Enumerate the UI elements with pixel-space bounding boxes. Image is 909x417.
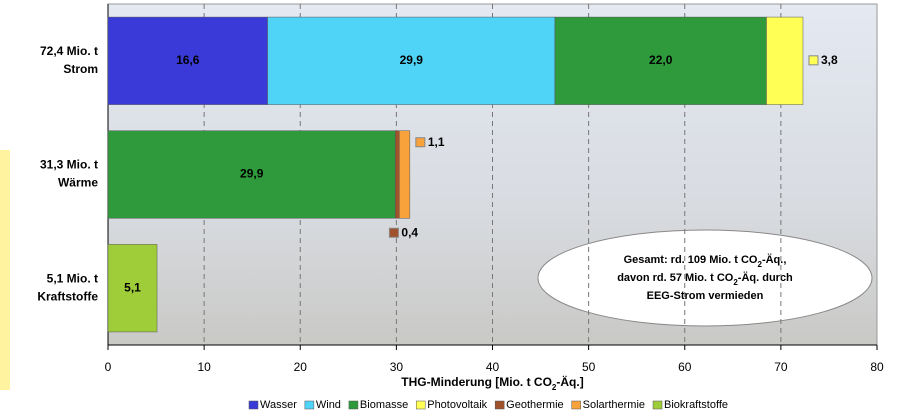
x-tick-label: 0 (105, 360, 112, 374)
y-tick-label: Wärme (58, 176, 98, 190)
legend: Wasser Wind Biomasse Photovoltaik Geothermie… (248, 399, 728, 411)
y-tick-label: Strom (63, 62, 98, 76)
text-part: THG-Minderung [Mio. t CO (401, 375, 552, 389)
category-total: 5,1 Mio. t (47, 271, 98, 285)
y-tick-label: Kraftstoffe (37, 289, 98, 303)
value-label: 3,8 (821, 53, 838, 67)
bar-segment (107, 130, 396, 219)
value-label: 22,0 (649, 53, 673, 67)
x-tick-label: 60 (678, 360, 692, 374)
bar-segment (395, 130, 400, 219)
text-part: EEG-Strom vermieden (647, 290, 764, 302)
label-key (415, 137, 426, 148)
legend-swatch (571, 400, 581, 410)
bar-segment (554, 16, 767, 105)
value-label: 0,4 (401, 225, 418, 239)
value-label: 1,1 (428, 135, 445, 149)
bar-segment (766, 16, 804, 105)
annotation-line: Gesamt: rd. 109 Mio. t CO2-Äq., (624, 253, 787, 269)
category-total: 31,3 Mio. t (40, 158, 98, 172)
value-label: 5,1 (124, 280, 141, 294)
annotation-line: davon rd. 57 Mio. t CO2-Äq. durch (617, 271, 793, 287)
text-part: 2 (552, 383, 557, 392)
text-part: 2 (733, 278, 738, 287)
value-label: 29,9 (400, 53, 424, 67)
legend-label: Wasser (260, 399, 297, 411)
legend-label: Biomasse (360, 399, 408, 411)
annotation-line: EEG-Strom vermieden (647, 290, 764, 302)
x-tick-label: 80 (870, 360, 884, 374)
legend-label: Biokraftstoffe (664, 399, 728, 411)
bar-segment (107, 16, 268, 105)
legend-swatch (348, 400, 359, 410)
x-axis-title: THG-Minderung [Mio. t CO2-Äq.] (401, 374, 583, 391)
legend-swatch (304, 400, 315, 410)
side-strip (0, 150, 10, 390)
bar-segment (399, 130, 411, 219)
category-total: 72,4 Mio. t (40, 44, 98, 58)
x-tick-label: 40 (486, 360, 500, 374)
x-tick-label: 70 (774, 360, 788, 374)
text-part: davon rd. 57 Mio. t CO (617, 272, 734, 284)
legend-swatch (248, 400, 259, 410)
text-part: 2 (757, 260, 762, 269)
annotation: Gesamt: rd. 109 Mio. t CO2-Äq.,davon rd.… (537, 229, 873, 327)
text-part: -Äq. durch (738, 271, 793, 284)
text-part: Gesamt: rd. 109 Mio. t CO (624, 254, 758, 266)
bar-segment (267, 16, 556, 105)
legend-label: Wind (316, 399, 341, 411)
value-label: 29,9 (240, 167, 264, 181)
text-part: -Äq., (762, 253, 786, 266)
value-label: 16,6 (176, 53, 200, 67)
legend-swatch (652, 400, 663, 410)
label-key (808, 55, 819, 66)
x-tick-label: 50 (582, 360, 596, 374)
text-part: -Äq.] (556, 374, 583, 389)
label-key (388, 227, 399, 238)
x-tick-label: 30 (390, 360, 404, 374)
legend-swatch (415, 400, 426, 410)
legend-swatch (494, 400, 505, 410)
bar-segment (107, 244, 158, 333)
legend-label: Geothermie (506, 399, 563, 411)
x-tick-label: 20 (294, 360, 308, 374)
x-tick-label: 10 (197, 360, 211, 374)
annotation-bubble (537, 229, 873, 327)
legend-label: Photovoltaik (427, 399, 487, 411)
legend-label: Solarthermie (583, 399, 645, 411)
